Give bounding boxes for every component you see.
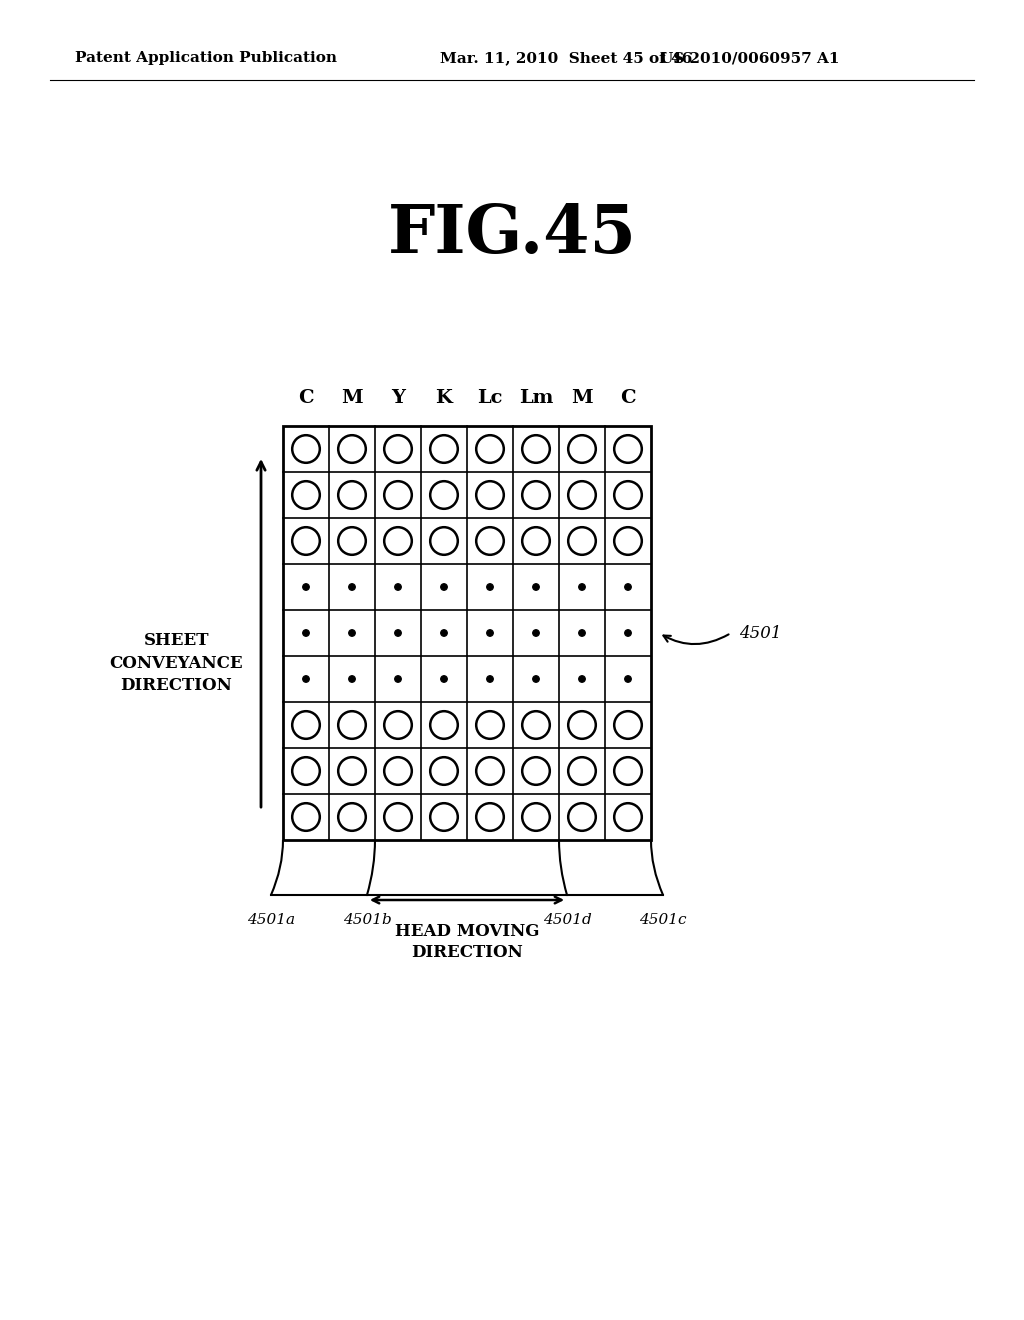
- Circle shape: [486, 583, 494, 590]
- Text: HEAD MOVING
DIRECTION: HEAD MOVING DIRECTION: [394, 923, 540, 961]
- Text: K: K: [435, 389, 453, 407]
- Text: FIG.45: FIG.45: [387, 202, 637, 268]
- Text: Lc: Lc: [477, 389, 503, 407]
- Circle shape: [579, 630, 586, 636]
- Text: C: C: [621, 389, 636, 407]
- Circle shape: [303, 676, 309, 682]
- Text: M: M: [571, 389, 593, 407]
- Circle shape: [579, 676, 586, 682]
- Text: Y: Y: [391, 389, 406, 407]
- Circle shape: [440, 583, 447, 590]
- Text: 4501c: 4501c: [639, 913, 687, 927]
- Text: 4501a: 4501a: [247, 913, 295, 927]
- Circle shape: [532, 676, 540, 682]
- Circle shape: [303, 583, 309, 590]
- Circle shape: [303, 630, 309, 636]
- Text: SHEET
CONVEYANCE
DIRECTION: SHEET CONVEYANCE DIRECTION: [110, 632, 243, 694]
- Circle shape: [625, 676, 631, 682]
- Circle shape: [395, 630, 401, 636]
- Circle shape: [579, 583, 586, 590]
- Circle shape: [532, 583, 540, 590]
- Circle shape: [395, 676, 401, 682]
- Text: 4501: 4501: [739, 624, 781, 642]
- Circle shape: [440, 676, 447, 682]
- Text: Lm: Lm: [519, 389, 553, 407]
- Circle shape: [486, 676, 494, 682]
- Text: US 2010/0060957 A1: US 2010/0060957 A1: [660, 51, 840, 65]
- Circle shape: [395, 583, 401, 590]
- Text: 4501b: 4501b: [343, 913, 391, 927]
- Text: Patent Application Publication: Patent Application Publication: [75, 51, 337, 65]
- Circle shape: [349, 630, 355, 636]
- Text: 4501d: 4501d: [543, 913, 592, 927]
- Circle shape: [625, 630, 631, 636]
- Text: Mar. 11, 2010  Sheet 45 of 46: Mar. 11, 2010 Sheet 45 of 46: [440, 51, 692, 65]
- Circle shape: [349, 583, 355, 590]
- Bar: [283, 426, 651, 840]
- Circle shape: [532, 630, 540, 636]
- Circle shape: [440, 630, 447, 636]
- Text: C: C: [298, 389, 313, 407]
- Text: M: M: [341, 389, 362, 407]
- Circle shape: [486, 630, 494, 636]
- Circle shape: [349, 676, 355, 682]
- Circle shape: [625, 583, 631, 590]
